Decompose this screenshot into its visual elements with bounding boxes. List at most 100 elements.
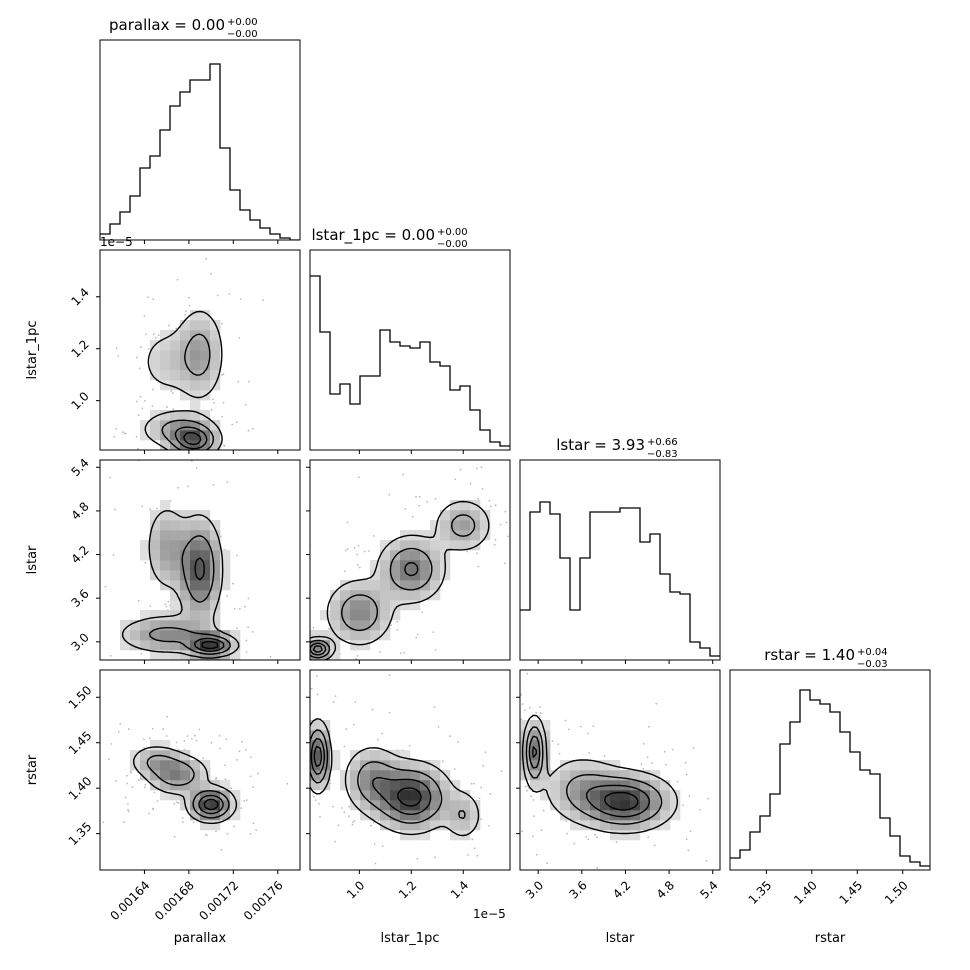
density-cell — [160, 750, 171, 761]
sample-point — [334, 695, 337, 697]
density-cell — [200, 550, 211, 561]
sample-point — [513, 764, 515, 766]
histogram-step-lstar_1pc — [310, 275, 510, 447]
density-cell — [370, 620, 381, 631]
sample-point — [539, 712, 542, 715]
sample-point — [363, 689, 365, 691]
sample-point — [144, 400, 146, 402]
density-cell — [590, 800, 601, 811]
sample-point — [221, 415, 224, 418]
sample-point — [195, 467, 198, 469]
panel-frame — [99, 669, 301, 871]
density-lstar-vs-lstar_1pc-panel — [296, 459, 533, 691]
sample-point — [540, 829, 543, 832]
y-tick-label-lstar: 4.2 — [68, 543, 91, 566]
density-cell — [200, 540, 211, 551]
density-cell — [360, 800, 371, 811]
density-cell — [320, 610, 331, 621]
density-cell — [610, 830, 621, 841]
density-cell — [190, 800, 201, 811]
density-cell — [190, 770, 201, 781]
density-cell — [570, 820, 581, 831]
density-cell — [470, 540, 481, 551]
sample-point — [230, 787, 233, 790]
sample-point — [191, 738, 193, 740]
sample-point — [603, 754, 606, 757]
sample-point — [115, 427, 118, 430]
density-cell — [650, 790, 661, 801]
sample-point — [187, 485, 189, 488]
panel-title-rstar: rstar = 1.40 +0.04−0.03 — [764, 646, 887, 670]
title-main-lstar_1pc: lstar_1pc = 0.00 — [311, 226, 435, 245]
sample-point — [532, 799, 535, 801]
sample-point — [152, 298, 155, 301]
density-cell — [150, 610, 161, 621]
density-cell — [390, 760, 401, 771]
density-cell — [390, 600, 401, 611]
density-cell — [190, 530, 201, 541]
sample-point — [139, 395, 142, 398]
sample-point — [531, 542, 533, 544]
density-cell — [190, 620, 201, 631]
y-tick-label-rstar: 1.45 — [66, 728, 95, 757]
sample-point — [244, 605, 247, 608]
sample-point — [102, 821, 105, 824]
density-cell — [180, 340, 191, 351]
panel-frame — [99, 39, 301, 241]
density-cell — [210, 610, 221, 621]
density-cell — [580, 800, 591, 811]
sample-point — [592, 725, 595, 727]
sample-point — [296, 639, 298, 641]
density-cell — [310, 740, 321, 751]
density-cell — [400, 830, 411, 841]
density-cell — [230, 640, 241, 651]
density-cell — [550, 800, 561, 811]
density-cell — [310, 750, 321, 761]
density-cell — [310, 780, 321, 791]
sample-point — [181, 817, 184, 819]
density-cell — [170, 750, 181, 761]
density-cell — [480, 510, 491, 521]
sample-point — [542, 809, 545, 812]
sample-point — [494, 538, 497, 541]
density-cell — [140, 750, 151, 761]
density-cell — [160, 380, 171, 391]
sample-point — [585, 836, 588, 838]
sample-point — [565, 820, 568, 822]
density-cell — [320, 780, 331, 791]
x-tick-label-lstar_1pc: 1.4 — [448, 878, 471, 901]
density-cell — [420, 570, 431, 581]
density-cell — [160, 550, 171, 561]
sample-point — [358, 566, 361, 569]
sample-point — [145, 333, 147, 336]
sample-point — [109, 654, 112, 657]
density-cell — [400, 540, 411, 551]
density-cell — [170, 630, 181, 641]
density-cell — [350, 620, 361, 631]
sample-point — [141, 505, 144, 508]
sample-point — [235, 421, 238, 424]
sample-point — [533, 815, 536, 817]
sample-point — [296, 732, 298, 734]
sample-point — [127, 728, 130, 731]
density-cell — [150, 430, 161, 441]
sample-point — [396, 620, 399, 623]
density-cell — [180, 320, 191, 331]
sample-point — [237, 380, 240, 383]
sample-point — [167, 600, 170, 603]
density-cell — [420, 830, 431, 841]
sample-point — [176, 278, 179, 281]
density-cell — [420, 810, 431, 821]
sample-point — [307, 800, 309, 802]
density-cell — [380, 810, 391, 821]
density-cell — [190, 430, 201, 441]
density-cell — [130, 630, 141, 641]
density-cell — [430, 790, 441, 801]
density-cell — [570, 800, 581, 811]
density-cell — [200, 650, 211, 660]
density-cell — [620, 770, 631, 781]
sample-point — [296, 801, 298, 803]
density-cell — [180, 770, 191, 781]
density-cell — [160, 740, 171, 751]
density-cell — [380, 600, 391, 611]
